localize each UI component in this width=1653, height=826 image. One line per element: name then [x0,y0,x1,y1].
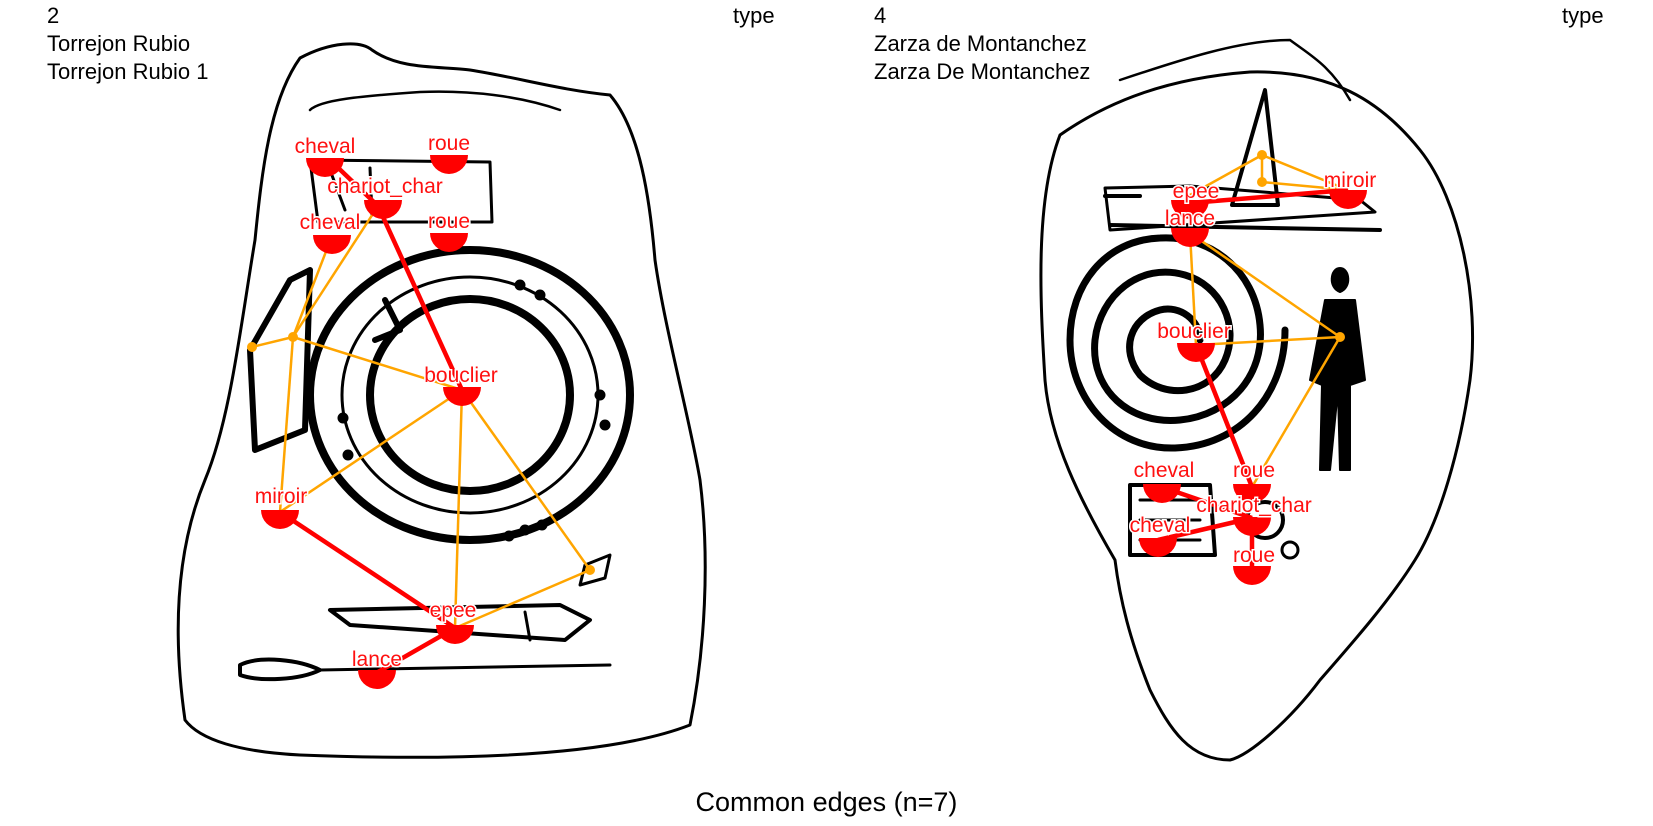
node-cheval-4: cheval [1128,513,1192,557]
panel-2-site: Zarza de Montanchez [874,31,1087,56]
panel-1-number: 2 [47,3,60,28]
node-label: miroir [1324,169,1377,192]
node-label: epee [430,599,477,622]
node-cheval-3: cheval [1132,458,1196,503]
steles-graph: cheval roue chariot_char cheval roue bou… [176,38,1475,762]
node-bouclier-2: bouclier [1156,319,1232,362]
node-epee-1: epee [428,598,478,644]
node-miroir-1: miroir [253,484,309,529]
node-roue-3: roue [1231,458,1277,503]
other-edges-torrejon [251,205,592,630]
node-epee-2: epee [1171,179,1221,219]
figure-caption: Common edges (n=7) [695,787,958,817]
panel-1-site: Torrejon Rubio [47,31,191,56]
junction-point [585,565,595,575]
node-label: cheval [300,211,361,234]
panel-1-header: 2 Torrejon Rubio Torrejon Rubio 1 [47,2,208,86]
node-lance-2: lance [1163,206,1217,247]
stele-drawing-zarza [1039,38,1475,762]
node-roue-4: roue [1231,543,1277,585]
panel-2-number: 4 [874,3,887,28]
node-label: miroir [255,485,308,508]
stele-drawing-torrejon [176,42,707,759]
panel-1-type-label: type [733,3,775,28]
node-miroir-2: miroir [1322,168,1378,209]
node-label: roue [1233,459,1275,482]
node-label: roue [1233,544,1275,567]
node-cheval-2: cheval [298,210,362,254]
node-label: lance [352,648,402,671]
panel-2-name: Zarza De Montanchez [874,59,1091,84]
node-label: cheval [1134,459,1195,482]
junction-point [1257,150,1267,160]
node-label: cheval [295,135,356,158]
node-label: bouclier [424,364,498,387]
node-label: roue [428,210,470,233]
graph-torrejon: cheval roue chariot_char cheval roue bou… [247,131,595,689]
node-bouclier-1: bouclier [423,363,499,406]
node-roue-2: roue [426,209,472,252]
node-label: chariot_char [1196,494,1312,517]
junction-point [1335,332,1345,342]
junction-point [247,342,257,352]
node-chariot-char-1: chariot_char [326,174,444,219]
panel-2-type-label: type [1562,3,1604,28]
node-lance-1: lance [350,647,404,689]
node-label: cheval [1130,514,1191,537]
other-edges-zarza [1188,153,1349,488]
panel-1-name: Torrejon Rubio 1 [47,59,209,84]
node-label: chariot_char [327,175,443,198]
node-label: epee [1173,180,1220,203]
graph-zarza: epee miroir lance bouclier cheval roue c… [1128,150,1378,585]
junction-point [1257,177,1267,187]
node-label: bouclier [1157,320,1231,343]
node-roue-1: roue [426,131,472,174]
node-chariot-char-2: chariot_char [1195,493,1313,536]
node-label: lance [1165,207,1215,230]
node-cheval-1: cheval [293,134,357,177]
junction-point [288,332,298,342]
node-label: roue [428,132,470,155]
panel-2-header: 4 Zarza de Montanchez Zarza De Montanche… [874,2,1090,86]
